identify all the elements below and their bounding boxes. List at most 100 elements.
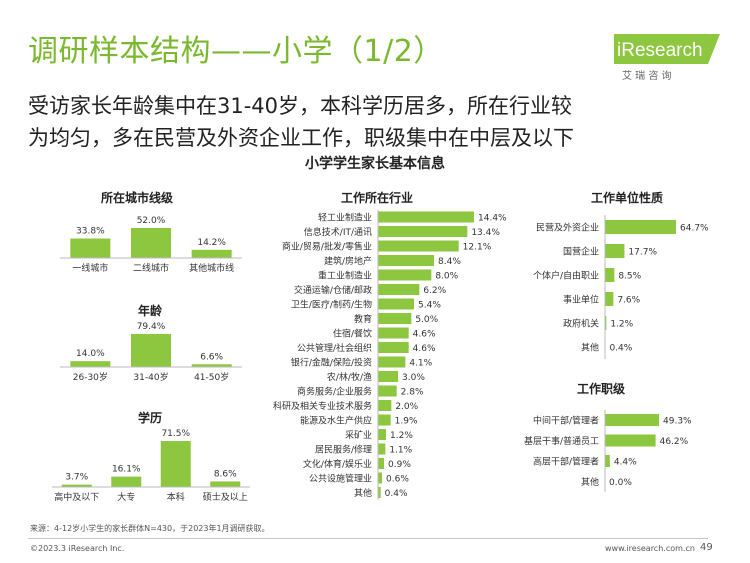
data-label: 14.4%: [478, 214, 507, 224]
bar: [378, 385, 397, 397]
category-label: 教育: [354, 313, 372, 325]
bar: [111, 476, 142, 487]
bar: [378, 226, 468, 237]
data-label: 1.9%: [395, 417, 418, 427]
chart-title: 工作职级: [577, 381, 625, 396]
data-label: 71.5%: [161, 429, 190, 439]
bar: [378, 443, 386, 455]
bar: [378, 356, 406, 368]
data-label: 0.0%: [609, 478, 632, 488]
data-label: 4.4%: [614, 458, 637, 468]
chart-title: 年龄: [138, 303, 163, 318]
data-label: 4.1%: [409, 359, 432, 369]
category-label: 高中及以下: [54, 491, 99, 503]
category-label: 公共设施管理业: [309, 473, 372, 485]
iresearch-logo: iResearch 艾 瑞 咨 询: [614, 34, 720, 82]
bar: [605, 220, 676, 234]
category-label: 26-30岁: [73, 371, 108, 383]
category-label: 卫生/医疗/制药/生物: [291, 299, 372, 311]
bar: [378, 414, 391, 426]
bar: [605, 434, 656, 447]
category-label: 二线城市: [133, 262, 169, 274]
bar: [605, 455, 610, 467]
data-label: 0.9%: [388, 460, 411, 470]
bar: [605, 268, 615, 282]
data-label: 5.4%: [418, 301, 441, 311]
data-label: 4.6%: [413, 344, 436, 354]
category-label: 31-40岁: [133, 371, 168, 383]
bar: [70, 238, 111, 258]
category-label: 轻工业制造业: [318, 212, 372, 224]
data-label: 64.7%: [680, 224, 709, 234]
category-label: 事业单位: [563, 294, 599, 306]
data-label: 7.6%: [617, 296, 640, 306]
bar: [131, 228, 171, 258]
category-label: 民营及外资企业: [536, 222, 599, 234]
bar: [378, 327, 409, 339]
bar: [378, 269, 432, 281]
category-label: 文化/体育/娱乐业: [303, 458, 372, 470]
bar: [378, 458, 384, 469]
category-label: 农/林/牧/渔: [327, 371, 372, 383]
data-label: 0.4%: [385, 489, 408, 499]
data-label: 1.2%: [390, 431, 413, 441]
bar: [191, 364, 232, 367]
bar: [378, 342, 409, 353]
bar: [378, 313, 412, 324]
bar: [378, 240, 459, 252]
data-label: 6.2%: [423, 286, 446, 296]
bar: [378, 371, 398, 382]
category-label: 一线城市: [72, 262, 108, 274]
category-label: 个体户/自由职业: [533, 270, 599, 282]
category-label: 信息技术/IT/通讯: [304, 226, 372, 238]
data-label: 46.2%: [660, 437, 689, 447]
data-label: 52.0%: [137, 216, 166, 226]
data-label: 2.8%: [401, 388, 424, 398]
logo-shape: [614, 34, 720, 64]
bar: [605, 292, 614, 306]
category-label: 银行/金融/保险/投资: [291, 357, 372, 369]
category-label: 国营企业: [563, 246, 599, 258]
data-label: 12.1%: [463, 243, 492, 253]
data-label: 0.4%: [609, 344, 632, 354]
bar: [61, 484, 92, 487]
data-label: 16.1%: [112, 465, 141, 475]
logo-text: iResearch: [617, 40, 703, 61]
bar: [378, 429, 386, 440]
category-label: 采矿业: [345, 429, 372, 441]
category-label: 41-50岁: [194, 371, 229, 383]
data-label: 3.7%: [65, 473, 88, 483]
data-label: 14.2%: [197, 238, 226, 248]
bar: [378, 211, 474, 223]
bar: [605, 244, 625, 258]
data-label: 8.0%: [435, 272, 458, 282]
category-label: 商务服务/企业服务: [297, 386, 372, 398]
data-label: 6.6%: [200, 352, 223, 362]
bar: [131, 334, 171, 367]
bar: [378, 400, 392, 411]
subtitle-line-1: 受访家长年龄集中在31-40岁，本科学历居多，所在行业较: [28, 94, 573, 118]
data-label: 1.2%: [610, 320, 633, 330]
category-label: 交通运输/仓储/邮政: [294, 284, 372, 296]
category-label: 能源及水生产供应: [300, 415, 372, 427]
data-label: 13.4%: [471, 228, 500, 238]
category-label: 政府机关: [563, 318, 599, 330]
bar: [70, 361, 111, 367]
category-label: 商业/贸易/批发/零售业: [282, 241, 372, 253]
page-title: 调研样本结构——小学（1/2）: [28, 34, 444, 69]
category-label: 本科: [167, 491, 185, 503]
data-label: 49.3%: [663, 417, 692, 427]
data-label: 3.0%: [402, 373, 425, 383]
category-label: 硕士及以上: [203, 491, 248, 503]
chart-title: 学历: [138, 410, 162, 425]
data-label: 79.4%: [137, 322, 166, 332]
category-label: 其他: [354, 487, 372, 499]
data-label: 2.0%: [395, 402, 418, 412]
bar: [378, 472, 382, 484]
data-label: 33.8%: [76, 227, 105, 237]
bar: [378, 487, 381, 498]
category-label: 居民服务/修理: [315, 444, 372, 456]
category-label: 公共管理/社会组织: [297, 342, 372, 354]
chart-title: 工作所在行业: [341, 190, 413, 205]
